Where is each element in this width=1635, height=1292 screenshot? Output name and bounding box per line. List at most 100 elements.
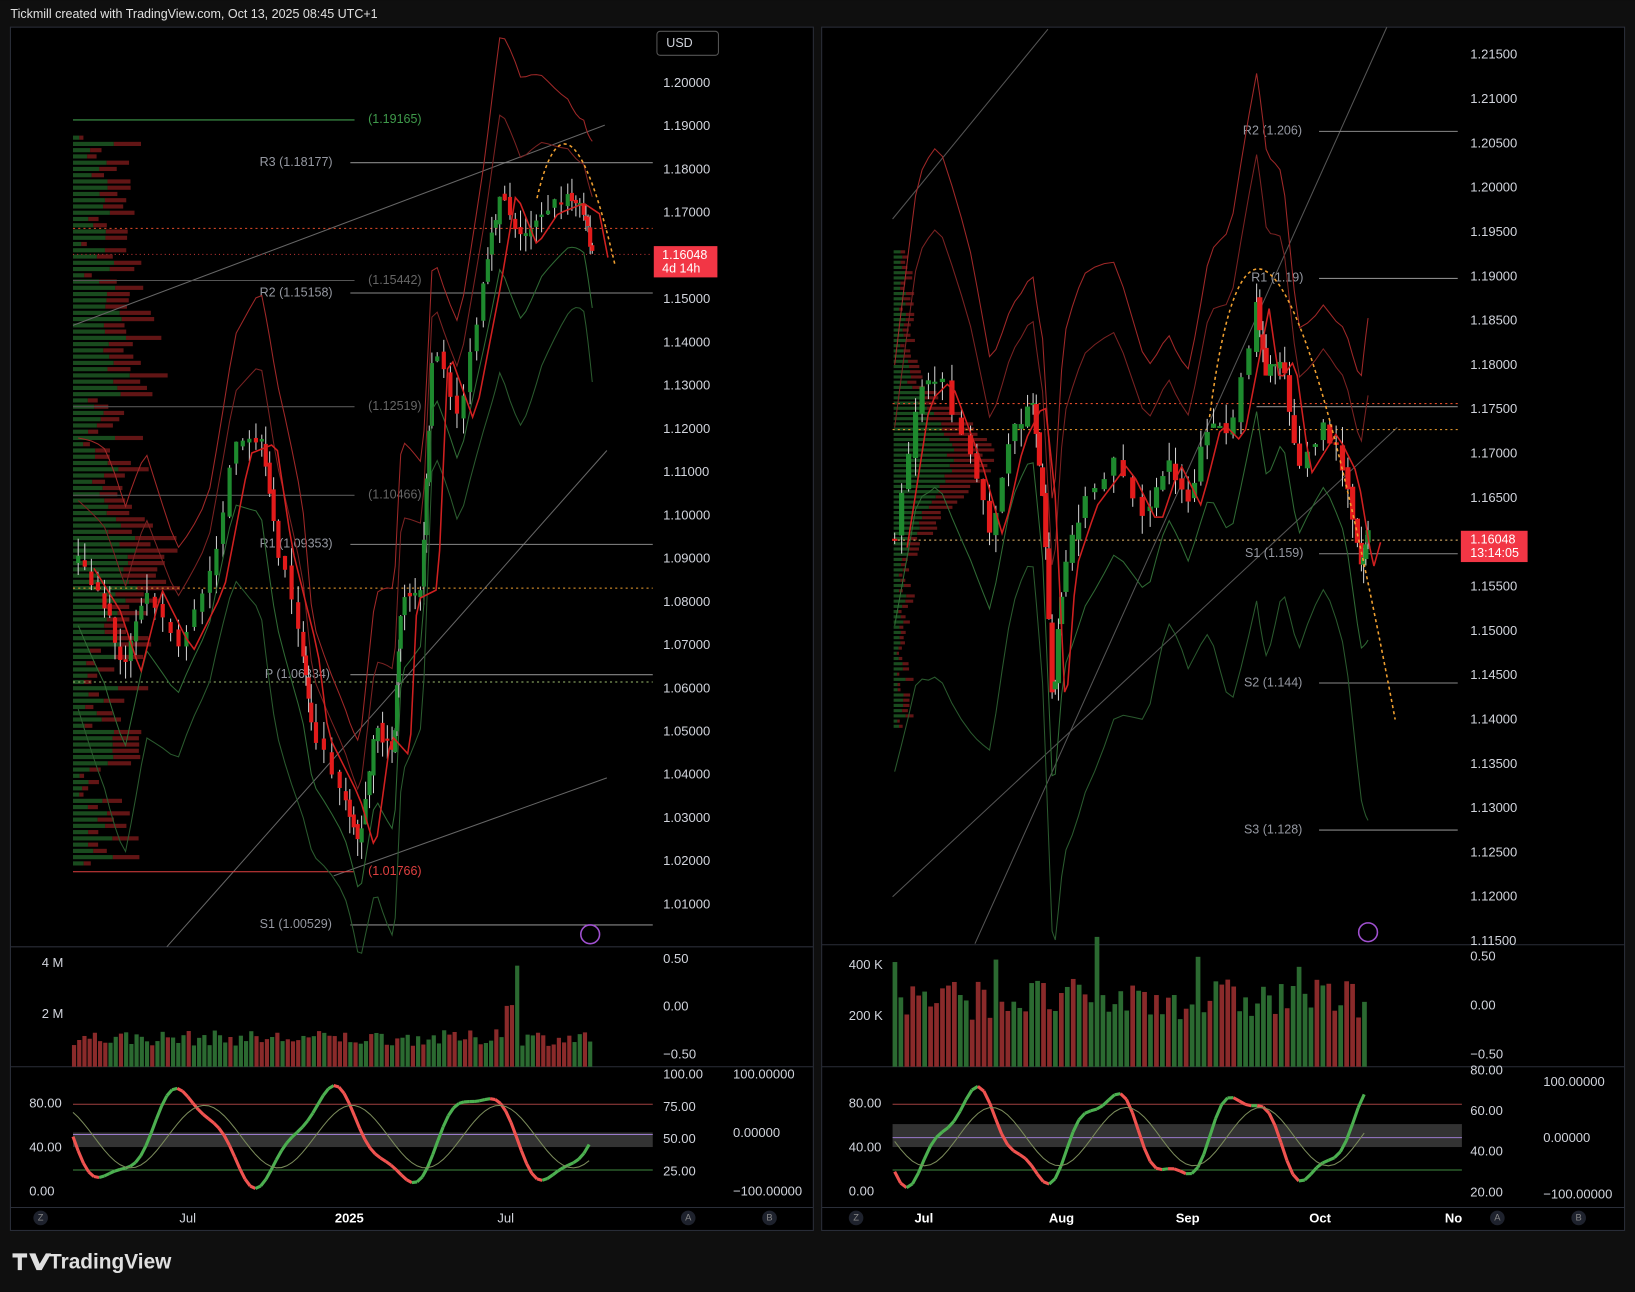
candle-body	[133, 621, 139, 642]
volume-profile-bar	[893, 448, 955, 452]
volume-bar	[1201, 1012, 1207, 1067]
scale-button[interactable]	[33, 1210, 48, 1226]
volume-profile-bar	[72, 273, 85, 278]
volume-profile-bar	[72, 335, 127, 340]
osc-line	[452, 1102, 460, 1110]
osc-line	[93, 1174, 100, 1180]
candle-body	[385, 738, 390, 741]
volume-bar	[904, 1014, 910, 1067]
currency-button[interactable]	[656, 30, 719, 56]
volume-bar	[332, 1036, 337, 1067]
osc-right-label: 20.00	[1470, 1184, 1503, 1199]
price-axis-label: 1.15000	[1470, 623, 1517, 638]
scale-button[interactable]	[680, 1210, 696, 1226]
scale-button[interactable]	[848, 1210, 864, 1226]
osc-line	[384, 1160, 392, 1167]
volume-bar	[1154, 995, 1159, 1067]
volume-profile-bar	[893, 479, 946, 483]
osc-line	[1232, 1096, 1241, 1103]
osc-line	[416, 1175, 424, 1184]
scale-button[interactable]	[1490, 1210, 1505, 1226]
candle-body	[429, 363, 434, 426]
osc-line	[389, 1163, 398, 1171]
volume-profile-bar	[72, 154, 88, 159]
candle-body	[949, 380, 955, 415]
level-label: S1 (1.00529)	[260, 917, 332, 931]
candle-body	[1291, 415, 1297, 444]
volume-profile-bar	[902, 604, 908, 608]
osc-line	[1179, 1169, 1187, 1176]
volume-bar	[243, 1041, 249, 1067]
volume-profile-bar	[72, 191, 100, 197]
scale-button-label: A	[685, 1212, 692, 1222]
volume-profile-bar	[893, 552, 908, 556]
volume-bar	[910, 986, 916, 1067]
volume-profile-bar	[114, 435, 143, 441]
alert-icon[interactable]	[580, 924, 601, 945]
candle-body	[474, 324, 479, 352]
osc-line	[509, 1121, 518, 1137]
volume-profile-bar	[72, 510, 107, 516]
osc-line	[947, 1120, 956, 1129]
volume-profile-bar	[906, 338, 915, 343]
volume-profile-bar	[72, 317, 122, 322]
osc-line	[82, 1162, 90, 1173]
volume-profile-bar	[83, 861, 91, 866]
osc-line	[327, 1084, 335, 1091]
candle-body	[967, 435, 974, 455]
volume-profile-bar	[72, 460, 108, 466]
volume-profile-bar	[88, 429, 99, 434]
volume-profile-bar	[72, 761, 108, 766]
volume-bar	[1243, 997, 1248, 1067]
volume-profile-bar	[893, 297, 904, 301]
volume-bar	[963, 1000, 969, 1067]
volume-profile-bar	[126, 335, 162, 340]
osc-line	[499, 1102, 508, 1112]
volume-bar	[134, 1034, 139, 1067]
volume-bar	[207, 1045, 212, 1067]
osc-line	[103, 1172, 111, 1178]
volume-profile-bar	[83, 442, 90, 447]
scale-button[interactable]	[762, 1210, 777, 1226]
volume-profile-bar	[72, 786, 83, 791]
osc-line	[342, 1092, 351, 1105]
volume-profile-bar	[72, 198, 105, 203]
candle-body	[207, 570, 212, 593]
candle-body	[939, 378, 946, 383]
candle-body	[394, 685, 400, 732]
osc-signal	[894, 1106, 1365, 1167]
osc-line	[186, 1095, 195, 1105]
candle-body	[925, 380, 932, 385]
volume-profile-bar	[115, 592, 144, 597]
osc-line	[958, 1098, 968, 1112]
volume-bar	[165, 1037, 170, 1067]
candle-body	[539, 214, 544, 218]
volume-profile-bar	[79, 135, 84, 140]
volume-profile-bar	[902, 557, 908, 562]
candle-body	[454, 395, 460, 414]
alert-icon[interactable]	[1357, 922, 1379, 943]
candle-body	[513, 218, 518, 230]
volume-profile-bar	[113, 141, 142, 147]
volume-profile-bar	[106, 510, 130, 516]
volume-profile-bar	[893, 531, 918, 535]
price-tag-countdown: 13:14:05	[1470, 546, 1519, 560]
volume-profile-bar	[893, 526, 920, 530]
candle-body	[427, 430, 432, 483]
volume-bar	[509, 1005, 515, 1067]
osc-line	[1173, 1167, 1181, 1173]
osc-line	[71, 1136, 80, 1152]
volume-profile-bar	[72, 604, 107, 609]
volume-bar	[504, 1005, 509, 1067]
volume-profile-bar	[101, 717, 121, 722]
osc-line	[108, 1169, 116, 1175]
osc-line	[264, 1169, 273, 1181]
volume-profile-bar	[938, 490, 969, 494]
osc-far-label: 100.00000	[733, 1067, 795, 1082]
forecast-arc	[1208, 268, 1396, 720]
volume-profile-bar	[72, 235, 106, 240]
osc-line	[458, 1100, 465, 1106]
scale-button[interactable]	[1571, 1210, 1586, 1226]
volume-bar	[1219, 984, 1225, 1067]
